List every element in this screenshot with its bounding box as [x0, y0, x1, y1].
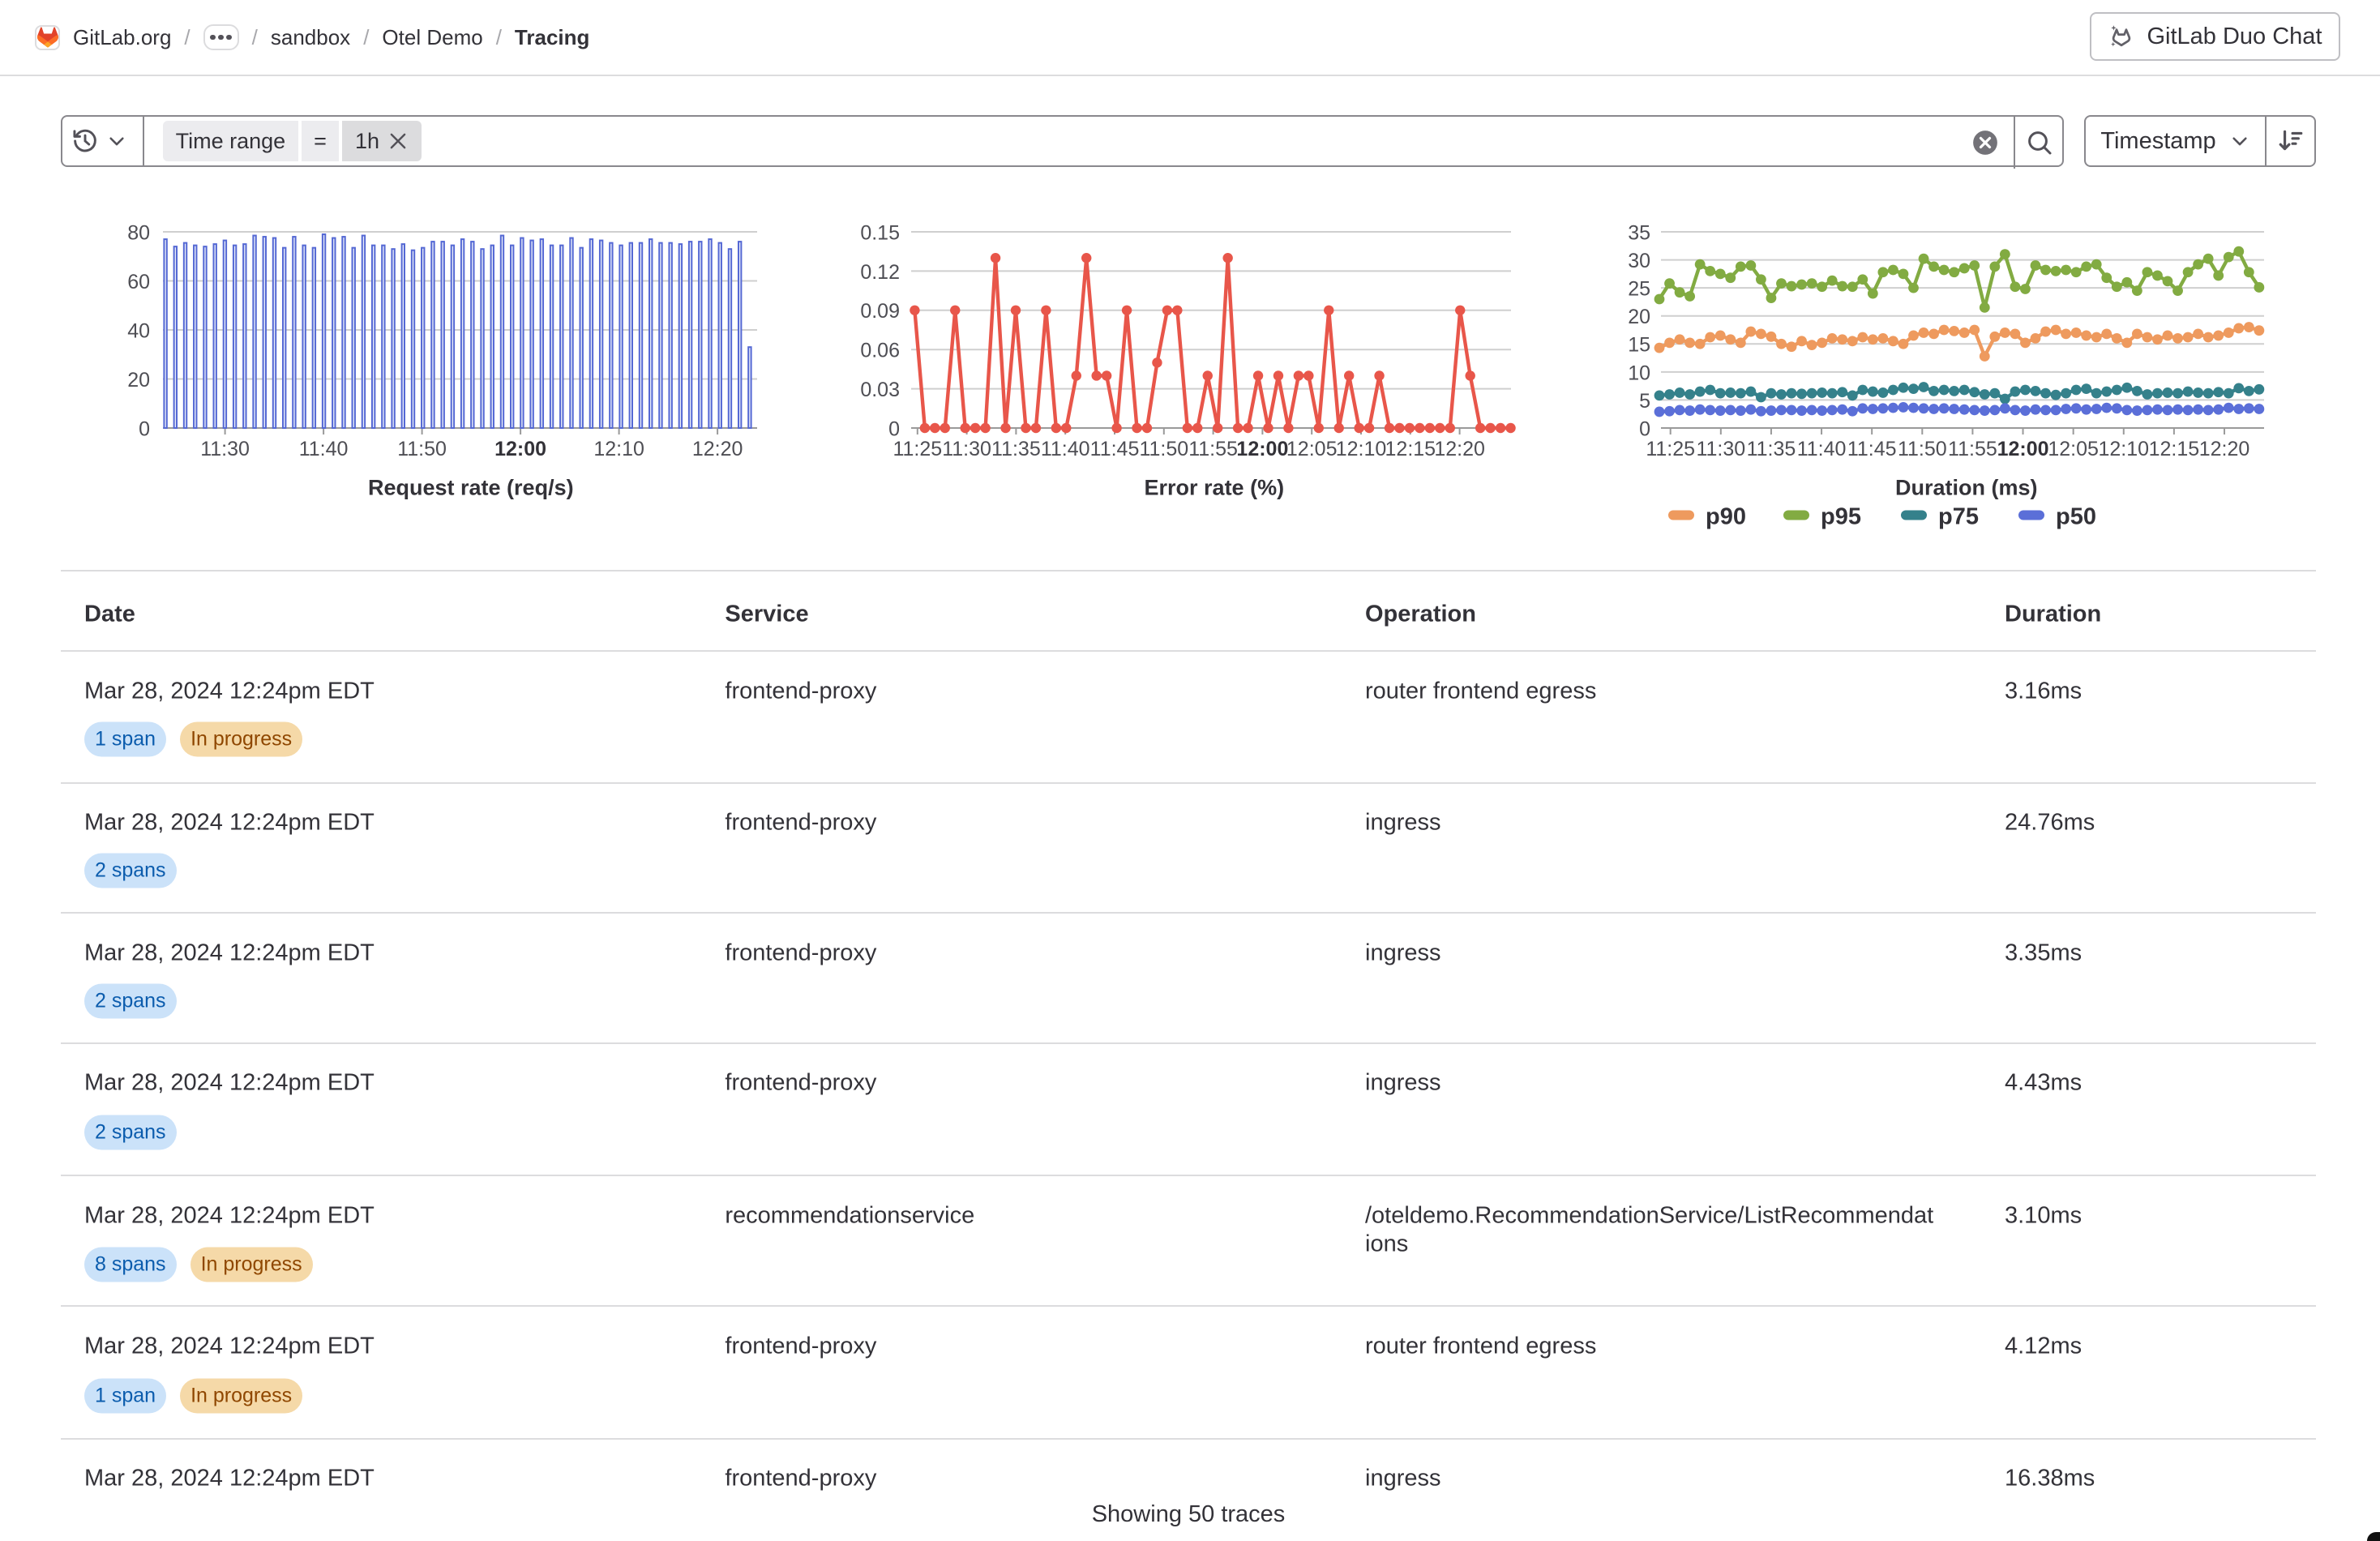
svg-text:11:45: 11:45: [1090, 438, 1140, 460]
svg-text:11:50: 11:50: [397, 438, 447, 460]
svg-text:12:00: 12:00: [494, 438, 546, 460]
svg-text:15: 15: [1628, 334, 1650, 357]
svg-text:p95: p95: [1821, 504, 1861, 530]
svg-text:11:50: 11:50: [1898, 438, 1947, 460]
svg-text:11:40: 11:40: [1041, 438, 1090, 460]
svg-text:12:10: 12:10: [593, 438, 644, 460]
svg-text:11:30: 11:30: [1696, 438, 1745, 460]
svg-text:12:00: 12:00: [1997, 438, 2049, 460]
svg-text:11:45: 11:45: [1847, 438, 1897, 460]
svg-text:11:30: 11:30: [200, 438, 250, 460]
svg-text:12:05: 12:05: [1286, 438, 1338, 460]
svg-text:0.09: 0.09: [860, 300, 900, 323]
svg-text:Duration (ms): Duration (ms): [1895, 475, 2038, 499]
svg-text:11:55: 11:55: [1188, 438, 1238, 460]
svg-text:11:25: 11:25: [892, 438, 942, 460]
svg-text:0: 0: [888, 417, 900, 440]
svg-text:80: 80: [127, 221, 150, 244]
svg-text:40: 40: [127, 319, 150, 342]
svg-text:12:00: 12:00: [1236, 438, 1288, 460]
svg-text:12:20: 12:20: [692, 438, 743, 460]
svg-text:30: 30: [1628, 250, 1650, 272]
svg-text:12:10: 12:10: [1336, 438, 1387, 460]
svg-text:12:20: 12:20: [1434, 438, 1485, 460]
svg-text:11:50: 11:50: [1139, 438, 1188, 460]
svg-text:35: 35: [1628, 221, 1650, 244]
svg-text:0.15: 0.15: [860, 221, 900, 244]
svg-text:11:40: 11:40: [299, 438, 349, 460]
svg-text:0.03: 0.03: [860, 379, 900, 401]
svg-text:0.12: 0.12: [860, 261, 900, 284]
svg-text:0: 0: [139, 417, 150, 440]
svg-text:12:20: 12:20: [2199, 438, 2250, 460]
svg-text:0: 0: [1639, 417, 1650, 440]
svg-text:10: 10: [1628, 362, 1650, 384]
svg-text:25: 25: [1628, 278, 1650, 301]
svg-text:p90: p90: [1706, 504, 1746, 530]
svg-text:0.06: 0.06: [860, 340, 900, 362]
svg-text:11:25: 11:25: [1646, 438, 1695, 460]
svg-text:Request rate (req/s): Request rate (req/s): [368, 475, 574, 499]
svg-text:Error rate (%): Error rate (%): [1145, 475, 1285, 499]
svg-text:11:30: 11:30: [942, 438, 991, 460]
svg-text:p75: p75: [1938, 504, 1979, 530]
svg-text:11:35: 11:35: [1747, 438, 1796, 460]
svg-text:p50: p50: [2056, 504, 2096, 530]
svg-text:11:40: 11:40: [1797, 438, 1847, 460]
svg-text:60: 60: [127, 271, 150, 293]
svg-text:12:10: 12:10: [2098, 438, 2149, 460]
svg-text:12:05: 12:05: [2048, 438, 2099, 460]
svg-text:11:55: 11:55: [1948, 438, 1997, 460]
svg-text:20: 20: [1628, 306, 1650, 328]
svg-text:5: 5: [1639, 390, 1650, 413]
svg-text:12:15: 12:15: [1385, 438, 1436, 460]
svg-text:12:15: 12:15: [2149, 438, 2200, 460]
svg-text:11:35: 11:35: [991, 438, 1041, 460]
svg-text:20: 20: [127, 369, 150, 392]
